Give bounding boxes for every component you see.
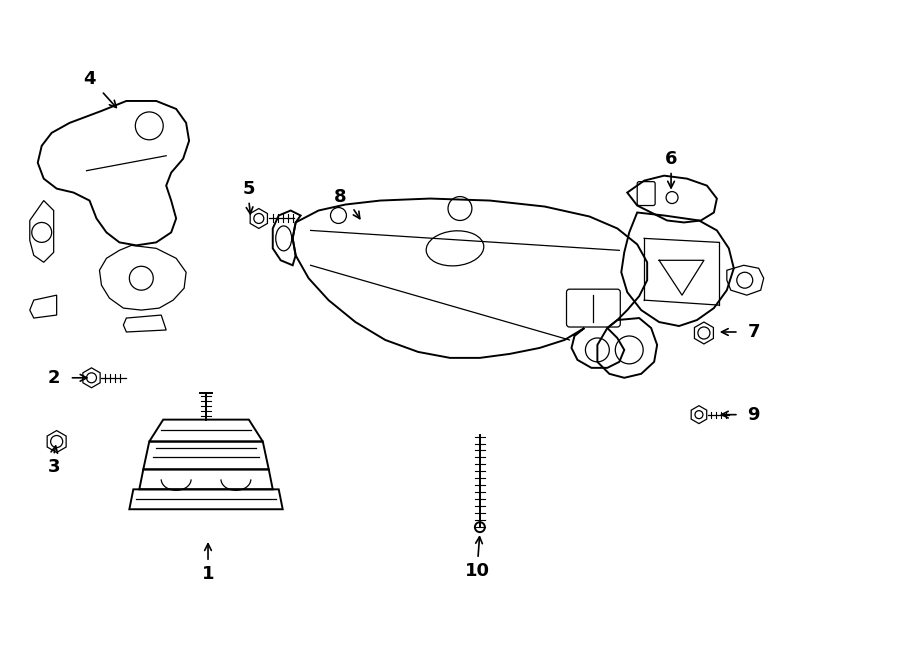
Text: 6: 6 bbox=[665, 150, 678, 168]
Text: 8: 8 bbox=[334, 188, 346, 206]
Text: 10: 10 bbox=[465, 562, 491, 580]
Text: 5: 5 bbox=[243, 180, 255, 198]
Text: 2: 2 bbox=[48, 369, 60, 387]
Text: 3: 3 bbox=[48, 459, 60, 477]
Text: 9: 9 bbox=[748, 406, 760, 424]
Text: 1: 1 bbox=[202, 565, 214, 583]
Text: 4: 4 bbox=[84, 70, 95, 88]
Text: 7: 7 bbox=[748, 323, 760, 341]
